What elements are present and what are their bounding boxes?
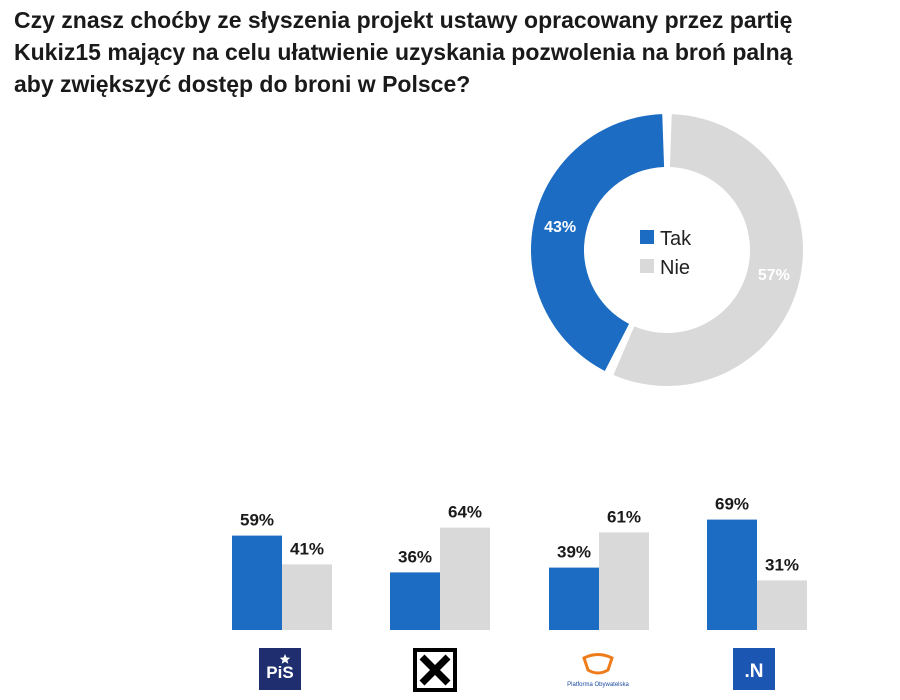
legend-swatch-tak xyxy=(640,230,654,244)
nowoczesna-logo: .N xyxy=(733,648,775,690)
legend-label-tak: Tak xyxy=(660,228,692,250)
donut-chart: 43% 57% Tak Nie xyxy=(531,114,803,386)
bar-label-nie-2: 61% xyxy=(607,507,641,526)
bar-label-tak-0: 59% xyxy=(240,511,274,530)
po-emblem-icon xyxy=(582,653,614,675)
legend-label-nie: Nie xyxy=(660,257,690,279)
bar-nie-2 xyxy=(599,532,649,630)
po-logo: Platforma Obywatelska xyxy=(567,653,630,688)
donut-label-tak: 43% xyxy=(544,219,576,236)
donut-label-nie: 57% xyxy=(758,267,790,284)
bar-label-tak-1: 36% xyxy=(398,547,432,566)
bar-tak-2 xyxy=(549,567,599,630)
title-line-2: Kukiz15 mający na celu ułatwienie uzyska… xyxy=(14,39,793,65)
bar-label-nie-0: 41% xyxy=(290,539,324,558)
kukiz-logo xyxy=(413,648,457,692)
bar-nie-1 xyxy=(440,527,490,630)
bar-nie-3 xyxy=(757,580,807,630)
bar-nie-0 xyxy=(282,564,332,630)
pis-logo-text: PiS xyxy=(266,663,293,682)
title-line-3: aby zwiększyć dostęp do broni w Polsce? xyxy=(14,71,471,97)
bar-label-nie-3: 31% xyxy=(765,555,799,574)
po-logo-text: Platforma Obywatelska xyxy=(567,682,629,688)
donut-slice-nie xyxy=(613,114,803,386)
bar-tak-3 xyxy=(707,519,757,630)
legend-swatch-nie xyxy=(640,259,654,273)
pis-logo: PiS xyxy=(259,648,301,690)
bar-label-tak-3: 69% xyxy=(715,495,749,514)
bar-label-tak-2: 39% xyxy=(557,543,591,562)
donut-slice-tak xyxy=(531,114,665,371)
star-icon xyxy=(279,654,291,664)
bar-tak-0 xyxy=(232,535,282,630)
title-line-1: Czy znasz choćby ze słyszenia projekt us… xyxy=(14,7,793,33)
cross-mark-icon xyxy=(419,654,451,686)
chart-title: Czy znasz choćby ze słyszenia projekt us… xyxy=(14,4,874,100)
bar-tak-1 xyxy=(390,572,440,630)
bar-label-nie-1: 64% xyxy=(448,503,482,522)
nowoczesna-logo-text: .N xyxy=(745,661,764,682)
